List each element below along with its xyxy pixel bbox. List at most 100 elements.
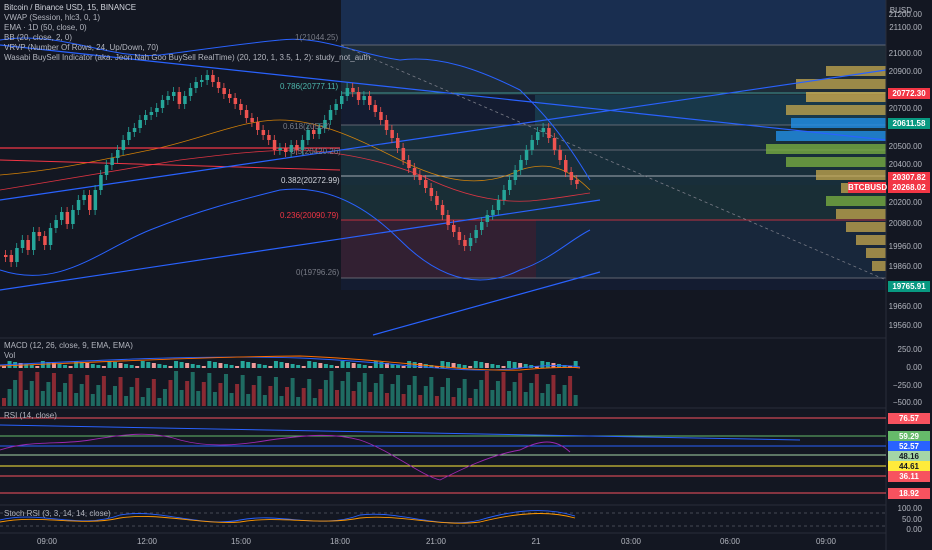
volume-bar [146, 388, 151, 406]
volume-bar [157, 398, 162, 406]
volume-bar [40, 391, 45, 406]
candle-body [48, 228, 53, 245]
indicator-vrvp[interactable]: VRVP (Number Of Rows, 24, Up/Down, 70) [4, 43, 159, 52]
candle-body [20, 240, 25, 248]
macd-bar [379, 362, 384, 368]
candle-body [155, 108, 159, 112]
volume-bar [396, 375, 401, 406]
symbol-tag: BTCBUSD [848, 182, 888, 193]
macd-bar [545, 362, 550, 368]
stoch-label[interactable]: Stoch RSI (3, 3, 14, 14, close) [4, 509, 111, 518]
macd-bar [29, 365, 34, 368]
macd-bar [2, 366, 6, 368]
fib-zone-upper [341, 45, 886, 95]
macd-bar [351, 363, 356, 368]
trendline-lower [372, 271, 601, 336]
candle-body [564, 160, 568, 172]
indicator-bb[interactable]: BB (20, close, 2, 0) [4, 33, 73, 42]
indicator-wasabi[interactable]: Wasabi BuySell Indicator (aka. Jeon Nah … [4, 53, 371, 62]
rsi-label[interactable]: RSI (14, close) [4, 411, 57, 420]
candle-body [569, 172, 574, 180]
fib-zone-top [341, 0, 886, 45]
indicator-ema[interactable]: EMA · 1D (50, close, 0) [4, 23, 87, 32]
volume-bar [273, 377, 278, 406]
volume-bar [323, 380, 328, 406]
macd-signal [0, 355, 581, 371]
vrvp-bar [796, 79, 886, 89]
macd-bar [423, 364, 428, 368]
macd-bar [446, 362, 450, 368]
volume-bar [540, 393, 545, 406]
vol-label[interactable]: Vol [4, 351, 16, 360]
candle-body [295, 145, 299, 150]
volume-bar [529, 383, 534, 406]
volume-bar [118, 377, 123, 406]
stoch-pane [0, 510, 886, 527]
time-axis-label: 18:00 [329, 537, 351, 546]
time-axis-label: 12:00 [136, 537, 158, 546]
macd-bar [129, 365, 134, 368]
candle-body [558, 150, 562, 160]
volume-bar [495, 381, 500, 406]
volume-bar [451, 397, 456, 406]
macd-bar [346, 362, 351, 368]
price-axis-label: 20700.00 [888, 104, 922, 113]
volume-bar [501, 372, 506, 406]
macd-bar [168, 366, 173, 368]
vrvp-bar [872, 261, 886, 271]
macd-bar [240, 361, 245, 368]
candle-body [547, 128, 551, 138]
candle-body [183, 96, 187, 104]
candle-body [446, 215, 450, 225]
macd-bar [440, 361, 445, 368]
macd-bar [573, 361, 578, 368]
candle-body [418, 175, 422, 180]
volume-bar [335, 390, 339, 406]
price-tag-bb-upper: 20611.58 [888, 118, 930, 129]
candle-body [351, 88, 355, 92]
macd-bar [229, 365, 234, 368]
price-axis-label: 21000.00 [888, 49, 922, 58]
volume-bar [140, 397, 145, 406]
candle-body [480, 222, 484, 230]
volume-bar [440, 387, 445, 406]
volume-bar [362, 373, 367, 406]
volume-bar [507, 391, 512, 406]
candle-body [384, 120, 389, 130]
candle-body [390, 130, 394, 138]
time-axis-label: 15:00 [230, 537, 252, 546]
macd-bar [174, 361, 179, 368]
candle-body [379, 112, 383, 120]
macd-bar [212, 362, 217, 368]
rsi-tag: 44.61 [888, 461, 930, 472]
volume-bar [179, 390, 184, 406]
candle-body [222, 88, 226, 94]
symbol-title[interactable]: Bitcoin / Binance USD, 15, BINANCE [4, 3, 137, 12]
candle-body [272, 140, 277, 150]
macd-bar [323, 364, 328, 368]
indicator-vwap[interactable]: VWAP (Session, hlc3, 0, 1) [4, 13, 101, 22]
volume-bar [473, 389, 478, 406]
fib-label-1: 1(21044.25) [295, 33, 339, 42]
volume-bar [101, 376, 106, 406]
fib-label-0382: 0.382(20272.99) [281, 176, 340, 185]
candle-body [524, 150, 529, 160]
macd-bar [63, 365, 68, 368]
fib-label-0786: 0.786(20777.11) [280, 82, 339, 91]
macd-bar [396, 365, 401, 368]
macd-bar [473, 361, 478, 368]
candle-body [228, 94, 232, 98]
candle-body [93, 190, 98, 210]
volume-bar [301, 388, 306, 406]
macd-bar [224, 364, 228, 368]
volume-bar [124, 396, 129, 406]
volume-bar [35, 372, 40, 406]
macd-bar [57, 364, 62, 368]
macd-label[interactable]: MACD (12, 26, close, 9, EMA, EMA) [4, 341, 133, 350]
bb-lower [0, 188, 591, 281]
ema-line [0, 149, 591, 202]
price-axis-label: 20200.00 [888, 198, 922, 207]
candle-body [345, 88, 350, 96]
